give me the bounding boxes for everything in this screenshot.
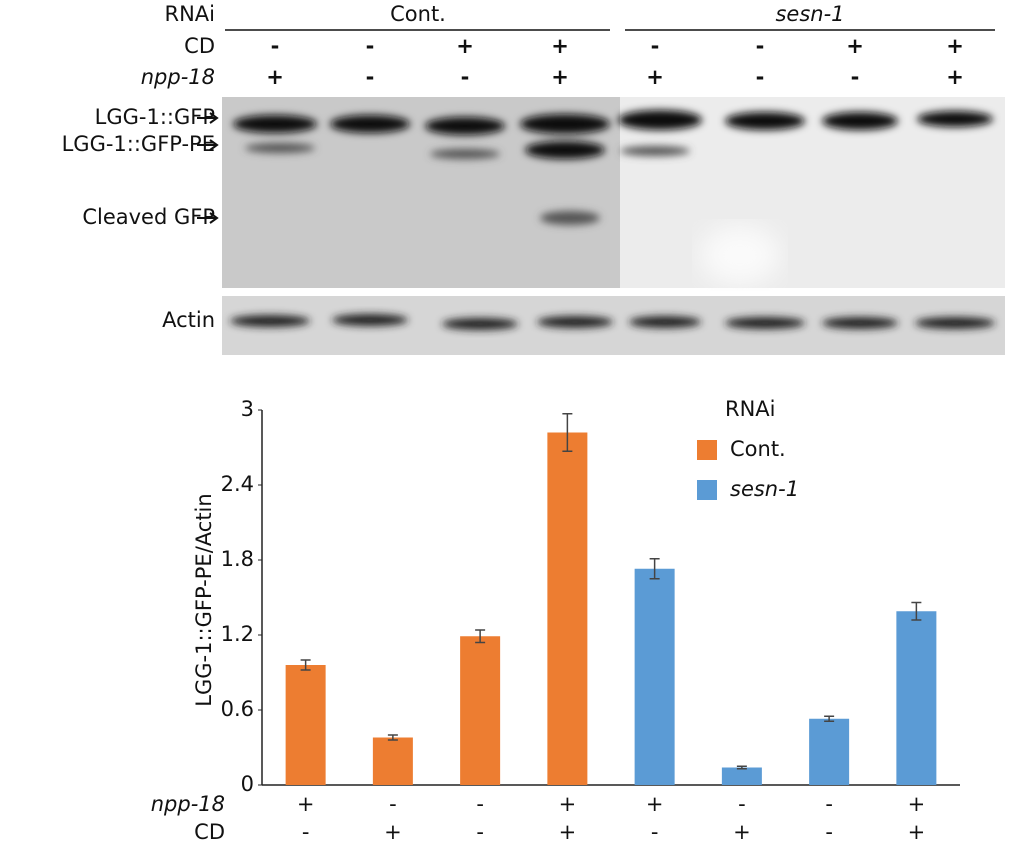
band-label: LGG-1::GFP-PE: [62, 132, 215, 156]
sign: +: [551, 34, 569, 58]
band-label: LGG-1::GFP: [95, 105, 215, 129]
sign: +: [846, 34, 864, 58]
sign: +: [551, 65, 569, 89]
y-tick-label: 0: [241, 772, 254, 796]
row-label: CD: [184, 34, 215, 58]
bar: [285, 665, 326, 785]
x-tick-label: +: [908, 792, 926, 816]
sign: -: [366, 34, 375, 58]
x-row-label: npp-18: [151, 792, 225, 816]
blot-image: [222, 97, 1005, 355]
x-tick-label: +: [908, 820, 926, 844]
x-tick-label: +: [559, 792, 577, 816]
bar: [896, 611, 937, 785]
error-bar: [475, 629, 486, 644]
y-tick-label: 1.2: [221, 622, 254, 646]
rnai-label: RNAi: [164, 2, 215, 26]
sign: -: [851, 65, 860, 89]
legend-swatch: [697, 440, 717, 460]
bar: [721, 767, 762, 785]
error-bar: [387, 734, 398, 741]
y-axis-label: LGG-1::GFP-PE/Actin: [192, 493, 216, 706]
x-tick-label: -: [825, 820, 833, 844]
sign: -: [271, 34, 280, 58]
x-tick-label: +: [297, 792, 315, 816]
bar: [809, 718, 850, 785]
sign: +: [646, 65, 664, 89]
sign: +: [946, 65, 964, 89]
error-bar: [562, 413, 573, 452]
sign: -: [651, 34, 660, 58]
x-tick-label: +: [384, 820, 402, 844]
legend-label: sesn-1: [730, 477, 799, 501]
sign: +: [946, 34, 964, 58]
sign: -: [756, 34, 765, 58]
x-tick-label: +: [733, 820, 751, 844]
x-tick-label: -: [389, 792, 397, 816]
x-tick-label: -: [476, 792, 484, 816]
sign: +: [266, 65, 284, 89]
y-tick-label: 2.4: [221, 472, 254, 496]
bar: [634, 568, 675, 785]
row-label: npp-18: [141, 65, 215, 89]
bar: [372, 737, 413, 785]
error-bar: [824, 715, 835, 722]
band-label: Actin: [162, 308, 215, 332]
error-bar: [911, 601, 922, 621]
sign: -: [461, 65, 470, 89]
y-tick-label: 3: [241, 397, 254, 421]
band-label: Cleaved GFP: [82, 205, 215, 229]
legend-swatch: [697, 480, 717, 500]
sign: +: [456, 34, 474, 58]
sign: -: [756, 65, 765, 89]
sign: -: [366, 65, 375, 89]
y-tick-label: 0.6: [221, 697, 254, 721]
x-tick-label: +: [646, 792, 664, 816]
x-tick-label: -: [825, 792, 833, 816]
group-label: Cont.: [390, 2, 446, 26]
error-bar: [736, 765, 747, 770]
band-arrows: [197, 112, 219, 224]
error-bar: [300, 659, 311, 671]
error-bar: [649, 558, 660, 580]
legend-label: Cont.: [730, 437, 786, 461]
y-tick-label: 1.8: [221, 547, 254, 571]
x-tick-label: +: [559, 820, 577, 844]
x-tick-label: -: [651, 820, 659, 844]
x-tick-label: -: [738, 792, 746, 816]
bar: [547, 432, 588, 785]
group-label: sesn-1: [775, 2, 844, 26]
x-tick-label: -: [476, 820, 484, 844]
x-tick-label: -: [302, 820, 310, 844]
bar: [460, 636, 501, 785]
x-row-label: CD: [194, 820, 225, 844]
legend-title: RNAi: [725, 397, 776, 421]
